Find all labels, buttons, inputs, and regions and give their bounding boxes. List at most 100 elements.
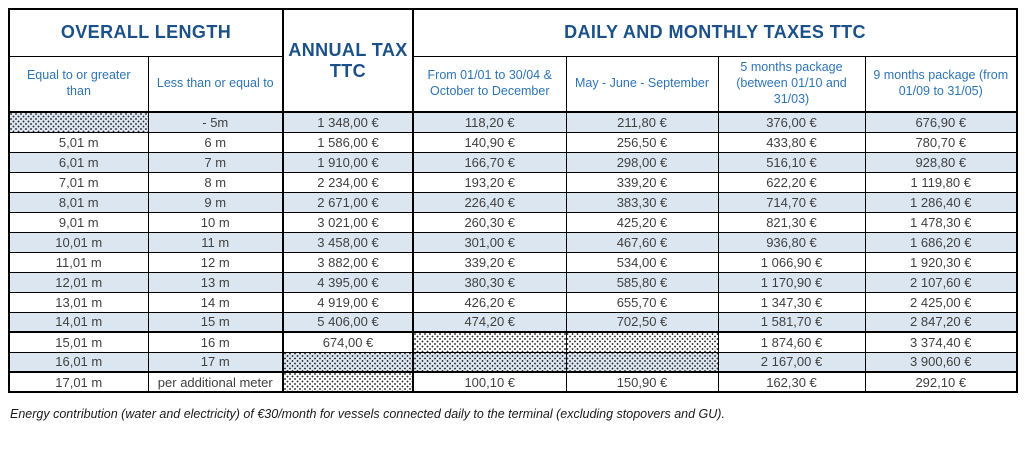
cell-high-season bbox=[565, 351, 719, 373]
cell-length-min bbox=[8, 111, 149, 133]
cell-5-months-package: 1 874,60 € bbox=[717, 331, 866, 353]
table-row: - 5m 1 348,00 € 118,20 € 211,80 € 376,00… bbox=[8, 111, 1018, 133]
cell-length-min: 17,01 m bbox=[8, 371, 149, 393]
cell-length-min: 13,01 m bbox=[8, 291, 149, 313]
cell-length-max: per additional meter bbox=[147, 371, 284, 393]
column-header-high-season: May - June - September bbox=[565, 55, 719, 113]
cell-5-months-package: 1 066,90 € bbox=[717, 251, 866, 273]
cell-length-min: 11,01 m bbox=[8, 251, 149, 273]
column-header-5-months-package: 5 months package (between 01/10 and 31/0… bbox=[717, 55, 866, 113]
mooring-tax-table: OVERALL LENGTH ANNUAL TAX TTC DAILY AND … bbox=[8, 8, 1019, 393]
cell-5-months-package: 162,30 € bbox=[717, 371, 866, 393]
table-row: 11,01 m 12 m 3 882,00 € 339,20 € 534,00 … bbox=[8, 251, 1018, 273]
cell-length-max: 17 m bbox=[147, 351, 284, 373]
cell-high-season: 339,20 € bbox=[565, 171, 719, 193]
cell-length-max: - 5m bbox=[147, 111, 284, 133]
cell-5-months-package: 1 581,70 € bbox=[717, 311, 866, 333]
cell-5-months-package: 622,20 € bbox=[717, 171, 866, 193]
cell-length-max: 13 m bbox=[147, 271, 284, 293]
cell-high-season: 298,00 € bbox=[565, 151, 719, 173]
table-header: OVERALL LENGTH ANNUAL TAX TTC DAILY AND … bbox=[8, 8, 1018, 113]
cell-length-min: 9,01 m bbox=[8, 211, 149, 233]
cell-high-season: 256,50 € bbox=[565, 131, 719, 153]
cell-low-season: 474,20 € bbox=[412, 311, 567, 333]
cell-9-months-package: 3 900,60 € bbox=[864, 351, 1018, 373]
cell-9-months-package: 1 920,30 € bbox=[864, 251, 1018, 273]
cell-length-max: 12 m bbox=[147, 251, 284, 273]
cell-annual-tax: 3 882,00 € bbox=[282, 251, 414, 273]
table-row: 14,01 m 15 m 5 406,00 € 474,20 € 702,50 … bbox=[8, 311, 1018, 333]
cell-low-season: 118,20 € bbox=[412, 111, 567, 133]
cell-length-max: 14 m bbox=[147, 291, 284, 313]
cell-low-season: 226,40 € bbox=[412, 191, 567, 213]
cell-high-season: 585,80 € bbox=[565, 271, 719, 293]
cell-high-season: 467,60 € bbox=[565, 231, 719, 253]
cell-length-min: 15,01 m bbox=[8, 331, 149, 353]
cell-high-season: 655,70 € bbox=[565, 291, 719, 313]
table-row: 8,01 m 9 m 2 671,00 € 226,40 € 383,30 € … bbox=[8, 191, 1018, 213]
cell-length-min: 16,01 m bbox=[8, 351, 149, 373]
cell-5-months-package: 2 167,00 € bbox=[717, 351, 866, 373]
cell-annual-tax: 5 406,00 € bbox=[282, 311, 414, 333]
cell-5-months-package: 376,00 € bbox=[717, 111, 866, 133]
cell-length-max: 10 m bbox=[147, 211, 284, 233]
cell-length-min: 10,01 m bbox=[8, 231, 149, 253]
cell-5-months-package: 516,10 € bbox=[717, 151, 866, 173]
cell-9-months-package: 1 286,40 € bbox=[864, 191, 1018, 213]
header-row-columns: Equal to or greater than Less than or eq… bbox=[8, 55, 1018, 113]
cell-length-min: 12,01 m bbox=[8, 271, 149, 293]
cell-annual-tax: 3 458,00 € bbox=[282, 231, 414, 253]
cell-high-season: 211,80 € bbox=[565, 111, 719, 133]
cell-low-season: 140,90 € bbox=[412, 131, 567, 153]
cell-low-season: 380,30 € bbox=[412, 271, 567, 293]
cell-length-max: 9 m bbox=[147, 191, 284, 213]
cell-annual-tax: 1 910,00 € bbox=[282, 151, 414, 173]
cell-low-season: 339,20 € bbox=[412, 251, 567, 273]
table-row: 13,01 m 14 m 4 919,00 € 426,20 € 655,70 … bbox=[8, 291, 1018, 313]
cell-9-months-package: 780,70 € bbox=[864, 131, 1018, 153]
cell-5-months-package: 1 347,30 € bbox=[717, 291, 866, 313]
column-header-9-months-package: 9 months package (from 01/09 to 31/05) bbox=[864, 55, 1018, 113]
cell-9-months-package: 292,10 € bbox=[864, 371, 1018, 393]
energy-contribution-note: Energy contribution (water and electrici… bbox=[10, 407, 725, 421]
cell-low-season: 260,30 € bbox=[412, 211, 567, 233]
cell-5-months-package: 936,80 € bbox=[717, 231, 866, 253]
cell-9-months-package: 1 478,30 € bbox=[864, 211, 1018, 233]
table-row: 6,01 m 7 m 1 910,00 € 166,70 € 298,00 € … bbox=[8, 151, 1018, 173]
cell-low-season: 301,00 € bbox=[412, 231, 567, 253]
cell-high-season: 534,00 € bbox=[565, 251, 719, 273]
cell-9-months-package: 1 686,20 € bbox=[864, 231, 1018, 253]
cell-annual-tax: 674,00 € bbox=[282, 331, 414, 353]
cell-length-max: 11 m bbox=[147, 231, 284, 253]
cell-annual-tax bbox=[282, 371, 414, 393]
cell-length-max: 7 m bbox=[147, 151, 284, 173]
cell-5-months-package: 1 170,90 € bbox=[717, 271, 866, 293]
table-row: 12,01 m 13 m 4 395,00 € 380,30 € 585,80 … bbox=[8, 271, 1018, 293]
cell-high-season bbox=[565, 331, 719, 353]
cell-5-months-package: 714,70 € bbox=[717, 191, 866, 213]
cell-length-max: 6 m bbox=[147, 131, 284, 153]
column-header-less-or-equal: Less than or equal to bbox=[147, 55, 284, 113]
cell-5-months-package: 821,30 € bbox=[717, 211, 866, 233]
cell-low-season: 166,70 € bbox=[412, 151, 567, 173]
cell-length-min: 5,01 m bbox=[8, 131, 149, 153]
cell-9-months-package: 676,90 € bbox=[864, 111, 1018, 133]
cell-low-season: 193,20 € bbox=[412, 171, 567, 193]
page: OVERALL LENGTH ANNUAL TAX TTC DAILY AND … bbox=[8, 8, 1019, 421]
overall-length-header: OVERALL LENGTH bbox=[8, 8, 284, 57]
table-row: 17,01 m per additional meter 100,10 € 15… bbox=[8, 371, 1018, 393]
table-row: 7,01 m 8 m 2 234,00 € 193,20 € 339,20 € … bbox=[8, 171, 1018, 193]
cell-high-season: 150,90 € bbox=[565, 371, 719, 393]
daily-monthly-taxes-header: DAILY AND MONTHLY TAXES TTC bbox=[411, 8, 1018, 57]
column-header-equal-or-greater: Equal to or greater than bbox=[8, 55, 149, 113]
cell-high-season: 383,30 € bbox=[565, 191, 719, 213]
cell-annual-tax: 2 671,00 € bbox=[282, 191, 414, 213]
cell-annual-tax: 1 348,00 € bbox=[282, 111, 414, 133]
cell-length-min: 14,01 m bbox=[8, 311, 149, 333]
cell-low-season: 100,10 € bbox=[412, 371, 567, 393]
cell-annual-tax bbox=[282, 351, 414, 373]
cell-high-season: 702,50 € bbox=[565, 311, 719, 333]
cell-annual-tax: 4 919,00 € bbox=[282, 291, 414, 313]
cell-9-months-package: 2 107,60 € bbox=[864, 271, 1018, 293]
header-row-groups: OVERALL LENGTH ANNUAL TAX TTC DAILY AND … bbox=[8, 8, 1018, 113]
